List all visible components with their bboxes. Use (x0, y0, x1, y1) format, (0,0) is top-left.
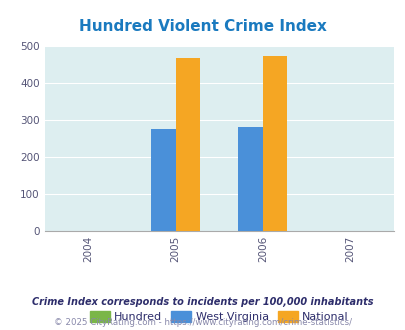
Text: Crime Index corresponds to incidents per 100,000 inhabitants: Crime Index corresponds to incidents per… (32, 297, 373, 307)
Bar (262, 56, 287, 231)
Bar (151, 129, 175, 231)
Text: Hundred Violent Crime Index: Hundred Violent Crime Index (79, 19, 326, 34)
Bar (238, 127, 262, 231)
Legend: Hundred, West Virginia, National: Hundred, West Virginia, National (85, 307, 352, 327)
Text: © 2025 CityRating.com - https://www.cityrating.com/crime-statistics/: © 2025 CityRating.com - https://www.city… (54, 318, 351, 327)
Bar (175, 58, 200, 231)
